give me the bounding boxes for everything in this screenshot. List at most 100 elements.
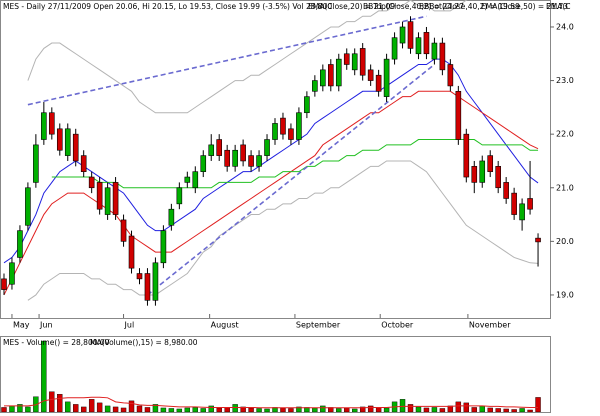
candle-body: [383, 58, 390, 97]
candle-body: [455, 90, 462, 140]
legend-entry: MES - Volume() = 28,800.00: [3, 338, 110, 347]
candle-body: [49, 112, 55, 135]
candle-body: [535, 237, 541, 243]
volume-bar: [352, 408, 358, 412]
candle-body: [439, 42, 446, 71]
volume-bar: [184, 407, 191, 412]
candle-body: [41, 112, 47, 140]
candle-body: [343, 53, 350, 65]
volume-bar: [415, 406, 422, 412]
candle-body: [264, 139, 270, 156]
candle-body: [511, 192, 517, 215]
volume-bar: [80, 406, 87, 412]
candle-body: [200, 155, 207, 172]
legend-entry: MA(Volume(),15) = 8,980.00: [90, 338, 198, 347]
candle-body: [176, 187, 183, 205]
candle-body: [399, 26, 406, 44]
candle-body: [208, 144, 215, 156]
candle-body: [88, 176, 95, 189]
candle-body: [232, 149, 238, 167]
trend-line: [27, 15, 427, 106]
labels: 19.0 20.0 21.0 22.0 23.0 24.0 May Jun Jul August S…: [3, 2, 574, 347]
candle-body: [320, 69, 326, 87]
volume-bar: [128, 400, 135, 412]
candle-body: [288, 128, 294, 140]
candle-body: [431, 42, 438, 60]
candle-body: [128, 235, 135, 269]
candle-body: [184, 176, 191, 183]
indicator-line: [27, 0, 468, 114]
volume-bar: [49, 391, 55, 412]
candle-body: [104, 187, 111, 215]
volume-bar: [248, 407, 254, 412]
candle-body: [1, 278, 7, 290]
volume-bar: [431, 407, 438, 412]
candle-body: [359, 48, 366, 76]
candle-body: [280, 117, 286, 135]
candle-body: [56, 128, 63, 151]
candle-body: [33, 144, 39, 183]
volume-bar: [312, 407, 318, 412]
candle-body: [367, 69, 374, 81]
volume-bar: [152, 404, 159, 412]
volume-bar: [120, 407, 127, 412]
candle-body: [136, 273, 143, 280]
volume-bar: [375, 407, 382, 412]
candle-body: [224, 149, 230, 167]
volume-bar: [471, 407, 477, 412]
candle-body: [375, 74, 382, 92]
x-tick-label: September: [296, 321, 341, 330]
volume-bar: [224, 407, 230, 412]
volume-bar: [200, 408, 206, 412]
candle-body: [487, 155, 494, 172]
candle-body: [160, 230, 167, 264]
candle-body: [495, 166, 501, 189]
indicator-line: [3, 90, 539, 296]
volume-bar: [144, 407, 151, 412]
candle-body: [335, 58, 342, 87]
candle-body: [312, 80, 318, 92]
candle-body: [168, 208, 175, 226]
volume-bar: [527, 409, 533, 412]
volume-bar: [503, 408, 509, 412]
volume-bar: [280, 407, 286, 412]
volume-bar: [407, 404, 414, 412]
volume-panel: [0, 336, 551, 413]
volume-bar: [65, 401, 71, 412]
volume-bar: [1, 407, 7, 412]
candle-body: [351, 53, 358, 71]
volume-bar: [383, 407, 390, 412]
candle-body: [25, 187, 31, 226]
volume-bar: [232, 404, 238, 412]
volume-bar: [439, 408, 446, 412]
y-tick-label: 22.0: [556, 130, 574, 139]
candle-body: [80, 155, 87, 172]
x-tick-label: Jun: [39, 321, 53, 330]
volume-bar: [344, 407, 350, 412]
candle-body: [296, 112, 302, 140]
candle-body: [471, 166, 478, 183]
candle-body: [272, 123, 278, 140]
volume-bar: [168, 408, 175, 412]
volume-bar: [519, 408, 525, 412]
volume-bar: [511, 409, 517, 412]
volume-bar: [320, 405, 326, 412]
candle-body: [391, 37, 398, 60]
trend-line: [146, 63, 435, 296]
volume-bar: [336, 408, 342, 412]
candle-body: [120, 219, 127, 242]
volume-bar: [423, 407, 430, 412]
candle-body: [256, 155, 262, 167]
volume-bar: [264, 408, 270, 412]
volume-bar: [9, 405, 15, 412]
price-panel: [0, 0, 551, 319]
candle-body: [17, 230, 23, 258]
legend-entry: BBTop(Close,40,2) = 24.77: [363, 2, 464, 11]
legend-entry: EMA(Close,20) = 21.09: [308, 2, 395, 11]
volume-bar: [216, 407, 222, 412]
x-tick-label: Jul: [124, 321, 135, 330]
volume-bar: [495, 408, 501, 412]
candle-body: [463, 133, 470, 178]
y-tick-label: 23.0: [556, 76, 574, 85]
volume-bar: [17, 404, 23, 412]
